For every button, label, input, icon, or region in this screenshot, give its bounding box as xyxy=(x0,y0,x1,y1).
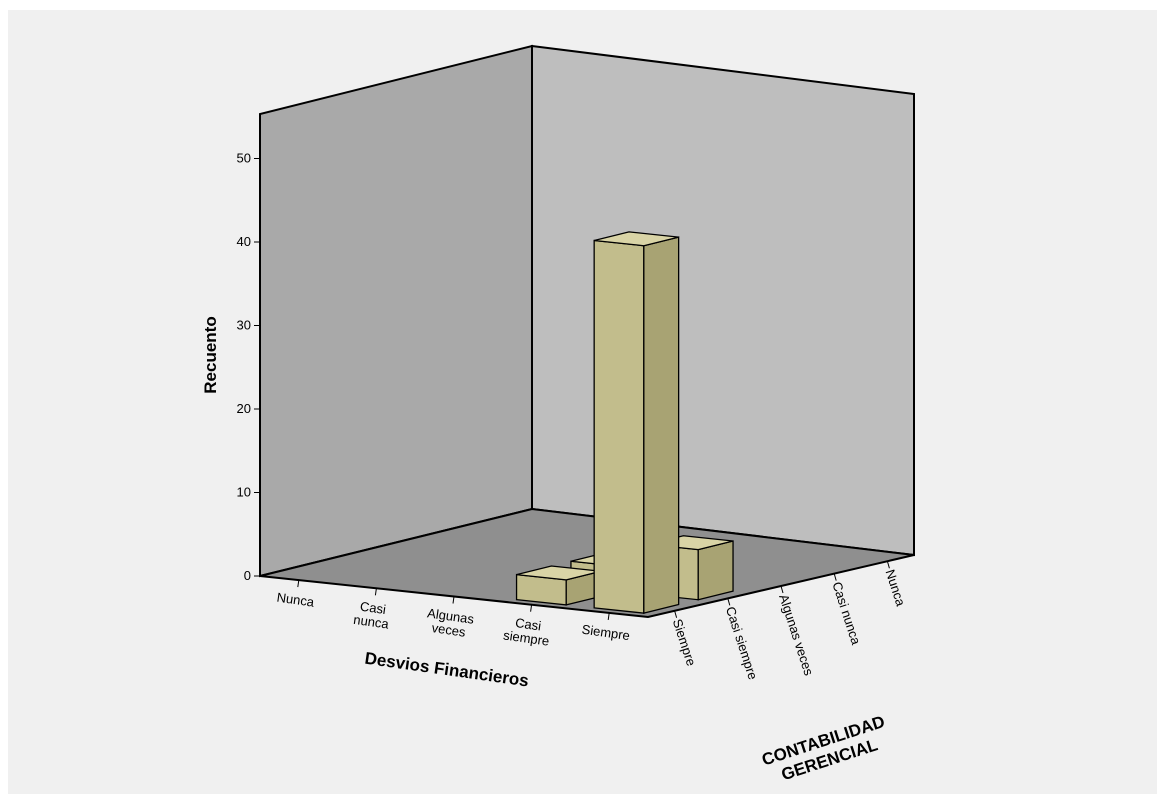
bar-front-face xyxy=(593,239,645,614)
bar-top-face xyxy=(594,231,679,247)
z-tick xyxy=(833,573,837,581)
y-tick-label: 50 xyxy=(237,151,251,166)
z-tick-label: Casi siempre xyxy=(723,605,761,682)
z-tick-label: Casi nunca xyxy=(829,580,864,647)
z-tick-label: Nunca xyxy=(883,567,909,608)
left-wall xyxy=(259,44,533,578)
y-axis-title: Recuento xyxy=(201,316,220,393)
y-tick-label: 10 xyxy=(237,485,251,500)
y-tick-label: 20 xyxy=(237,401,251,416)
x-tick xyxy=(607,612,610,620)
bar-side-face xyxy=(643,236,680,614)
z-tick-label: Algunas veces xyxy=(776,592,817,678)
y-tick-label: 30 xyxy=(237,318,251,333)
chart-3d-bar: 0 10 20 30 40 50 Nunca Casinunca Algunasveces Ca… xyxy=(201,44,915,784)
z-tick xyxy=(886,561,890,569)
x-tick-label: Nunca xyxy=(276,590,316,610)
z-tick-label: Siempre xyxy=(670,617,699,668)
x-tick-label: Siempre xyxy=(581,622,631,644)
x-axis-title: Desvios Financieros xyxy=(364,649,530,691)
bar xyxy=(515,565,602,606)
y-tick-label: 40 xyxy=(237,234,251,249)
z-tick xyxy=(674,610,678,618)
x-tick xyxy=(452,596,455,604)
x-tick xyxy=(297,580,300,588)
z-tick xyxy=(780,585,784,594)
x-tick-label: Casisiempre xyxy=(502,614,552,649)
bar-side-face xyxy=(697,540,734,601)
bar xyxy=(593,231,680,614)
y-tick-label: 0 xyxy=(244,568,251,583)
back-wall xyxy=(531,44,915,557)
x-tick xyxy=(374,588,377,596)
x-tick-label: Casinunca xyxy=(352,598,392,632)
x-tick-label: Algunasveces xyxy=(424,605,475,640)
chart-frame: 0 10 20 30 40 50 Nunca Casinunca Algunasveces Ca… xyxy=(8,10,1157,794)
x-tick xyxy=(530,604,533,612)
z-tick xyxy=(727,598,731,606)
